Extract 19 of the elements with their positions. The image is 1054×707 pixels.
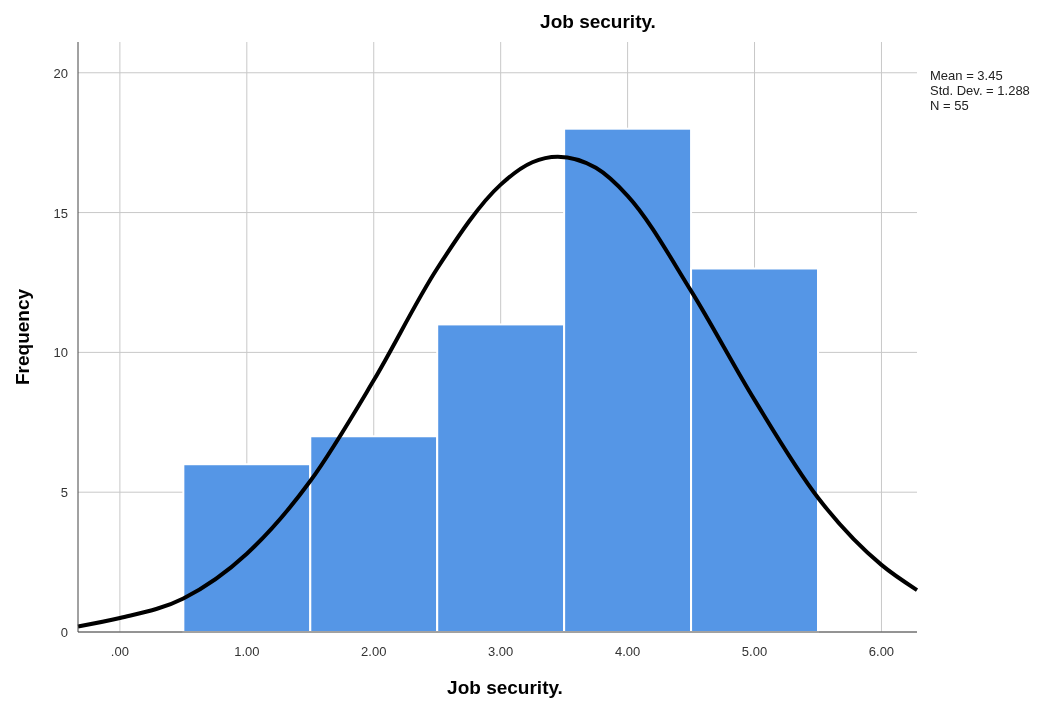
y-tick-label: 20 bbox=[53, 65, 68, 81]
y-tick-label: 0 bbox=[60, 625, 68, 640]
y-axis-title: Frequency bbox=[12, 288, 33, 386]
line-series bbox=[76, 154, 919, 629]
x-tick-label: 6.00 bbox=[868, 644, 895, 659]
y-tick-label: 10 bbox=[53, 345, 68, 361]
x-tick-label: 3.00 bbox=[488, 644, 514, 659]
x-tick-label: 1.00 bbox=[234, 644, 260, 659]
y-tick-label: 5 bbox=[60, 485, 68, 501]
x-tick-label: 2.00 bbox=[361, 644, 387, 659]
text: N = 55 bbox=[930, 98, 969, 113]
x-tick-label: 4.00 bbox=[614, 644, 641, 659]
x-tick-label: .00 bbox=[110, 644, 129, 659]
y-tick-label: 15 bbox=[53, 205, 68, 221]
text: Mean = 3.45 bbox=[930, 68, 1003, 83]
x-axis-title: Job security. bbox=[447, 677, 563, 698]
text: Std. Dev. = 1.288 bbox=[930, 83, 1030, 98]
chart-title: Job security. bbox=[540, 11, 656, 32]
x-tick-label: 5.00 bbox=[741, 644, 768, 659]
